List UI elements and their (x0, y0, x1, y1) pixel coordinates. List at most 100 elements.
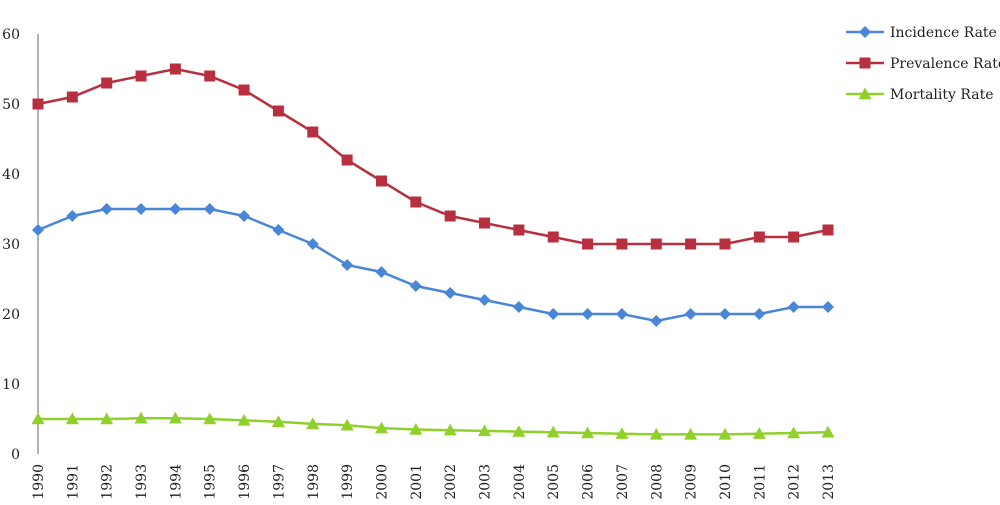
x-tick-label: 1990 (31, 464, 47, 500)
series-layer (31, 63, 835, 440)
incidence-rate-point (66, 210, 79, 222)
legend-label: Mortality Rate (890, 87, 994, 103)
mortality-rate-point (65, 412, 79, 425)
x-tick-label: 1992 (100, 464, 116, 500)
legend-item-prevalence-rate: Prevalence Rate (846, 56, 1000, 72)
legend-label: Prevalence Rate (890, 56, 1000, 72)
y-tick-label: 20 (2, 307, 20, 323)
prevalence-rate-point (479, 217, 491, 229)
incidence-rate-point (32, 224, 44, 236)
prevalence-rate-point (719, 238, 731, 250)
prevalence-rate-point (135, 70, 147, 82)
legend-item-mortality-rate: Mortality Rate (846, 87, 994, 103)
incidence-rate-point (512, 301, 525, 313)
mortality-rate-point (478, 424, 492, 437)
mortality-rate-point (752, 427, 766, 439)
incidence-rate-point (822, 301, 834, 313)
x-tick-label: 2005 (546, 464, 562, 500)
mortality-rate-point (546, 425, 560, 438)
mortality-rate-point (649, 427, 663, 440)
prevalence-rate-series (32, 63, 834, 250)
x-tick-label: 1996 (237, 464, 253, 500)
y-tick-label: 30 (2, 237, 20, 253)
y-tick-labels: 0 10 20 30 40 50 60 (2, 27, 20, 463)
legend-label: Incidence Rate (890, 25, 997, 41)
mortality-rate-point (340, 418, 354, 431)
prevalence-rate-point (307, 126, 319, 138)
x-tick-label: 1993 (134, 464, 150, 500)
prevalence-rate-point (375, 175, 387, 187)
mortality-rate-point (615, 427, 629, 439)
incidence-rate-point (409, 280, 422, 292)
incidence-rate-point (341, 259, 354, 271)
incidence-rate-point (753, 308, 766, 320)
incidence-rate-series (32, 203, 834, 327)
x-tick-label: 2013 (821, 464, 837, 500)
mortality-rate-point (31, 412, 45, 425)
mortality-rate-point (100, 412, 114, 425)
mortality-rate-point (684, 427, 698, 440)
x-tick-label: 2004 (512, 464, 528, 500)
y-tick-label: 60 (2, 27, 20, 43)
y-tick-label: 0 (11, 447, 20, 463)
prevalence-rate-point (616, 238, 628, 250)
incidence-rate-point (306, 238, 319, 250)
mortality-rate-point (409, 423, 423, 435)
incidence-rate-point (203, 203, 216, 215)
prevalence-rate-point (32, 98, 44, 110)
x-tick-label: 2002 (443, 464, 459, 500)
legend-marker (859, 57, 871, 69)
prevalence-rate-point (788, 231, 800, 243)
prevalence-rate-point (410, 196, 422, 208)
x-tick-label: 2008 (649, 464, 665, 500)
incidence-rate-point (615, 308, 628, 320)
prevalence-rate-line (37, 67, 829, 246)
x-tick-labels: 1990 1991 1992 1993 1994 1995 1996 1997 1998 1999… (31, 464, 837, 500)
incidence-rate-point (478, 294, 491, 306)
mortality-rate-point (306, 417, 320, 430)
x-tick-label: 1994 (168, 464, 184, 500)
prevalence-rate-point (650, 238, 662, 250)
x-tick-label: 1995 (203, 464, 219, 500)
incidence-rate-point (718, 308, 731, 320)
mortality-rate-point (271, 415, 285, 427)
incidence-rate-point (444, 287, 457, 299)
incidence-rate-point (547, 308, 560, 320)
x-tick-label: 2006 (581, 464, 597, 500)
mortality-rate-point (374, 421, 388, 434)
prevalence-rate-point (513, 224, 525, 236)
prevalence-rate-point (238, 84, 250, 96)
x-tick-label: 1999 (340, 464, 356, 500)
mortality-rate-point (787, 426, 801, 439)
prevalence-rate-point (272, 105, 284, 117)
legend: Incidence Rate Prevalence Rate Mortality R… (846, 25, 1000, 103)
incidence-rate-point (684, 308, 697, 320)
mortality-rate-point (443, 423, 457, 436)
incidence-rate-point (375, 266, 388, 278)
mortality-rate-point (581, 426, 595, 439)
mortality-rate-point (512, 425, 526, 437)
x-tick-label: 1998 (306, 464, 322, 500)
incidence-rate-line (37, 207, 828, 323)
y-tick-label: 40 (2, 167, 20, 183)
legend-marker (859, 26, 871, 38)
legend-item-incidence-rate: Incidence Rate (846, 25, 997, 41)
incidence-rate-point (135, 203, 148, 215)
x-tick-label: 2011 (752, 464, 768, 500)
prevalence-rate-point (444, 210, 456, 222)
x-tick-label: 2003 (478, 464, 494, 500)
prevalence-rate-point (66, 91, 78, 103)
x-tick-label: 2001 (409, 464, 425, 500)
prevalence-rate-point (341, 154, 353, 166)
prevalence-rate-point (101, 77, 113, 89)
x-tick-label: 2007 (615, 464, 631, 500)
prevalence-rate-point (204, 70, 216, 82)
legend-marker (858, 87, 872, 100)
prevalence-rate-point (753, 231, 765, 243)
prevalence-rate-point (547, 231, 559, 243)
x-tick-label: 2010 (718, 464, 734, 500)
x-tick-label: 2009 (684, 464, 700, 500)
mortality-rate-point (134, 411, 148, 424)
incidence-rate-point (650, 315, 663, 327)
